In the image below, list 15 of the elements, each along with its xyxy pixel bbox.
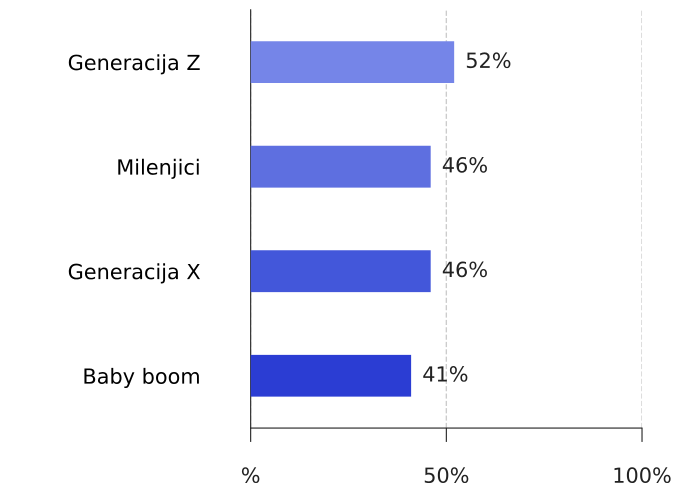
data-label: 46%	[442, 156, 487, 173]
y-tick-label: Generacija X	[68, 263, 200, 284]
bar	[250, 250, 431, 292]
data-label: 46%	[442, 262, 487, 278]
y-tick-label: Baby boom	[84, 368, 199, 388]
bar	[250, 41, 454, 84]
x-tick-label: %	[242, 467, 260, 484]
bar	[250, 146, 431, 188]
x-tick-label: 50%	[424, 467, 468, 484]
data-label: 52%	[466, 52, 510, 68]
bar	[250, 354, 412, 397]
x-tick-label: 100%	[614, 467, 671, 484]
y-tick-label: Generacija Z	[68, 54, 200, 74]
data-label: 41%	[423, 366, 468, 382]
y-tick-label: Milenjici	[118, 158, 199, 179]
